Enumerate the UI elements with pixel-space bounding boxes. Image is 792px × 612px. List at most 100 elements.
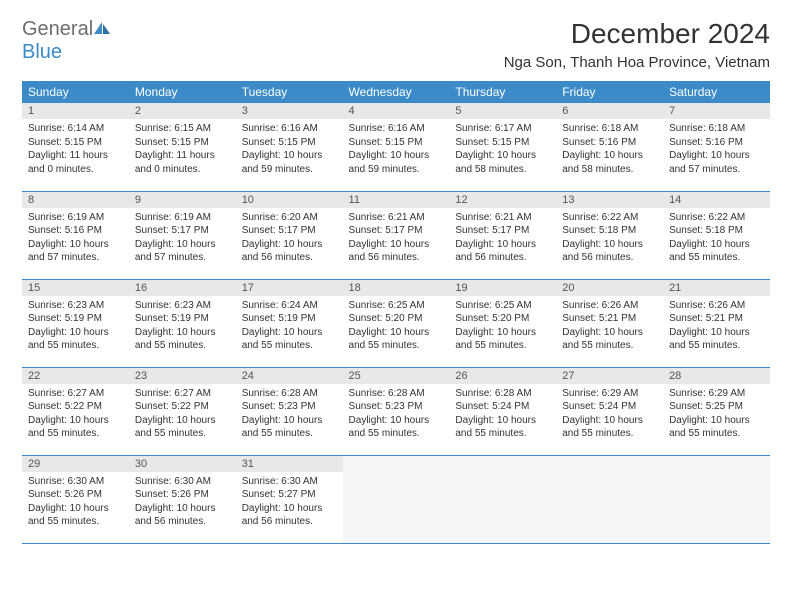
day-details: Sunrise: 6:14 AMSunset: 5:15 PMDaylight:… [22, 119, 129, 181]
day-number: 22 [22, 368, 129, 384]
day-cell: 14Sunrise: 6:22 AMSunset: 5:18 PMDayligh… [663, 191, 770, 279]
day-cell: 21Sunrise: 6:26 AMSunset: 5:21 PMDayligh… [663, 279, 770, 367]
day-details: Sunrise: 6:29 AMSunset: 5:24 PMDaylight:… [556, 384, 663, 446]
day-details: Sunrise: 6:20 AMSunset: 5:17 PMDaylight:… [236, 208, 343, 270]
day-cell: 26Sunrise: 6:28 AMSunset: 5:24 PMDayligh… [449, 367, 556, 455]
weekday-header: Monday [129, 81, 236, 103]
day-cell: 5Sunrise: 6:17 AMSunset: 5:15 PMDaylight… [449, 103, 556, 191]
day-details: Sunrise: 6:16 AMSunset: 5:15 PMDaylight:… [343, 119, 450, 181]
day-number: 24 [236, 368, 343, 384]
sail-icon [93, 21, 111, 35]
day-cell: 2Sunrise: 6:15 AMSunset: 5:15 PMDaylight… [129, 103, 236, 191]
calendar-row: 1Sunrise: 6:14 AMSunset: 5:15 PMDaylight… [22, 103, 770, 191]
weekday-header: Tuesday [236, 81, 343, 103]
day-details: Sunrise: 6:15 AMSunset: 5:15 PMDaylight:… [129, 119, 236, 181]
day-details: Sunrise: 6:19 AMSunset: 5:17 PMDaylight:… [129, 208, 236, 270]
day-number: 31 [236, 456, 343, 472]
weekday-header: Saturday [663, 81, 770, 103]
day-number: 8 [22, 192, 129, 208]
weekday-header: Wednesday [343, 81, 450, 103]
empty-cell [663, 455, 770, 543]
day-cell: 16Sunrise: 6:23 AMSunset: 5:19 PMDayligh… [129, 279, 236, 367]
day-cell: 20Sunrise: 6:26 AMSunset: 5:21 PMDayligh… [556, 279, 663, 367]
day-details: Sunrise: 6:26 AMSunset: 5:21 PMDaylight:… [556, 296, 663, 358]
weekday-header: Friday [556, 81, 663, 103]
day-number: 19 [449, 280, 556, 296]
brand-word1: General [22, 18, 93, 40]
day-number: 6 [556, 103, 663, 119]
day-details: Sunrise: 6:18 AMSunset: 5:16 PMDaylight:… [663, 119, 770, 181]
day-cell: 29Sunrise: 6:30 AMSunset: 5:26 PMDayligh… [22, 455, 129, 543]
day-details: Sunrise: 6:26 AMSunset: 5:21 PMDaylight:… [663, 296, 770, 358]
empty-cell [556, 455, 663, 543]
weekday-header: Thursday [449, 81, 556, 103]
day-cell: 17Sunrise: 6:24 AMSunset: 5:19 PMDayligh… [236, 279, 343, 367]
empty-cell [343, 455, 450, 543]
day-details: Sunrise: 6:23 AMSunset: 5:19 PMDaylight:… [22, 296, 129, 358]
day-cell: 8Sunrise: 6:19 AMSunset: 5:16 PMDaylight… [22, 191, 129, 279]
day-cell: 24Sunrise: 6:28 AMSunset: 5:23 PMDayligh… [236, 367, 343, 455]
day-number: 13 [556, 192, 663, 208]
day-number: 11 [343, 192, 450, 208]
day-details: Sunrise: 6:22 AMSunset: 5:18 PMDaylight:… [556, 208, 663, 270]
day-cell: 22Sunrise: 6:27 AMSunset: 5:22 PMDayligh… [22, 367, 129, 455]
day-number: 23 [129, 368, 236, 384]
calendar-row: 22Sunrise: 6:27 AMSunset: 5:22 PMDayligh… [22, 367, 770, 455]
day-number: 9 [129, 192, 236, 208]
day-details: Sunrise: 6:17 AMSunset: 5:15 PMDaylight:… [449, 119, 556, 181]
day-details: Sunrise: 6:28 AMSunset: 5:23 PMDaylight:… [236, 384, 343, 446]
day-details: Sunrise: 6:27 AMSunset: 5:22 PMDaylight:… [22, 384, 129, 446]
weekday-header-row: Sunday Monday Tuesday Wednesday Thursday… [22, 81, 770, 103]
title-block: December 2024 Nga Son, Thanh Hoa Provinc… [504, 18, 770, 71]
day-details: Sunrise: 6:22 AMSunset: 5:18 PMDaylight:… [663, 208, 770, 270]
day-details: Sunrise: 6:21 AMSunset: 5:17 PMDaylight:… [343, 208, 450, 270]
day-number: 30 [129, 456, 236, 472]
day-details: Sunrise: 6:24 AMSunset: 5:19 PMDaylight:… [236, 296, 343, 358]
day-details: Sunrise: 6:30 AMSunset: 5:26 PMDaylight:… [22, 472, 129, 534]
day-cell: 23Sunrise: 6:27 AMSunset: 5:22 PMDayligh… [129, 367, 236, 455]
day-details: Sunrise: 6:28 AMSunset: 5:24 PMDaylight:… [449, 384, 556, 446]
day-details: Sunrise: 6:29 AMSunset: 5:25 PMDaylight:… [663, 384, 770, 446]
day-cell: 7Sunrise: 6:18 AMSunset: 5:16 PMDaylight… [663, 103, 770, 191]
day-cell: 25Sunrise: 6:28 AMSunset: 5:23 PMDayligh… [343, 367, 450, 455]
calendar-row: 15Sunrise: 6:23 AMSunset: 5:19 PMDayligh… [22, 279, 770, 367]
day-cell: 19Sunrise: 6:25 AMSunset: 5:20 PMDayligh… [449, 279, 556, 367]
day-number: 16 [129, 280, 236, 296]
calendar-table: Sunday Monday Tuesday Wednesday Thursday… [22, 81, 770, 544]
calendar-row: 29Sunrise: 6:30 AMSunset: 5:26 PMDayligh… [22, 455, 770, 543]
day-number: 17 [236, 280, 343, 296]
day-details: Sunrise: 6:23 AMSunset: 5:19 PMDaylight:… [129, 296, 236, 358]
day-details: Sunrise: 6:16 AMSunset: 5:15 PMDaylight:… [236, 119, 343, 181]
day-details: Sunrise: 6:30 AMSunset: 5:27 PMDaylight:… [236, 472, 343, 534]
day-cell: 9Sunrise: 6:19 AMSunset: 5:17 PMDaylight… [129, 191, 236, 279]
day-number: 4 [343, 103, 450, 119]
day-number: 25 [343, 368, 450, 384]
day-cell: 28Sunrise: 6:29 AMSunset: 5:25 PMDayligh… [663, 367, 770, 455]
location: Nga Son, Thanh Hoa Province, Vietnam [504, 54, 770, 71]
day-details: Sunrise: 6:21 AMSunset: 5:17 PMDaylight:… [449, 208, 556, 270]
day-details: Sunrise: 6:27 AMSunset: 5:22 PMDaylight:… [129, 384, 236, 446]
header: General Blue December 2024 Nga Son, Than… [22, 18, 770, 71]
empty-cell [449, 455, 556, 543]
brand-word2: Blue [22, 41, 62, 63]
day-cell: 4Sunrise: 6:16 AMSunset: 5:15 PMDaylight… [343, 103, 450, 191]
month-title: December 2024 [504, 18, 770, 50]
calendar-body: 1Sunrise: 6:14 AMSunset: 5:15 PMDaylight… [22, 103, 770, 543]
day-number: 18 [343, 280, 450, 296]
day-number: 10 [236, 192, 343, 208]
day-number: 27 [556, 368, 663, 384]
day-cell: 12Sunrise: 6:21 AMSunset: 5:17 PMDayligh… [449, 191, 556, 279]
calendar-row: 8Sunrise: 6:19 AMSunset: 5:16 PMDaylight… [22, 191, 770, 279]
day-details: Sunrise: 6:19 AMSunset: 5:16 PMDaylight:… [22, 208, 129, 270]
day-cell: 6Sunrise: 6:18 AMSunset: 5:16 PMDaylight… [556, 103, 663, 191]
day-cell: 15Sunrise: 6:23 AMSunset: 5:19 PMDayligh… [22, 279, 129, 367]
day-cell: 27Sunrise: 6:29 AMSunset: 5:24 PMDayligh… [556, 367, 663, 455]
day-cell: 10Sunrise: 6:20 AMSunset: 5:17 PMDayligh… [236, 191, 343, 279]
weekday-header: Sunday [22, 81, 129, 103]
day-cell: 31Sunrise: 6:30 AMSunset: 5:27 PMDayligh… [236, 455, 343, 543]
day-details: Sunrise: 6:28 AMSunset: 5:23 PMDaylight:… [343, 384, 450, 446]
brand-logo: General Blue [22, 18, 111, 64]
day-number: 7 [663, 103, 770, 119]
day-details: Sunrise: 6:25 AMSunset: 5:20 PMDaylight:… [449, 296, 556, 358]
day-cell: 3Sunrise: 6:16 AMSunset: 5:15 PMDaylight… [236, 103, 343, 191]
